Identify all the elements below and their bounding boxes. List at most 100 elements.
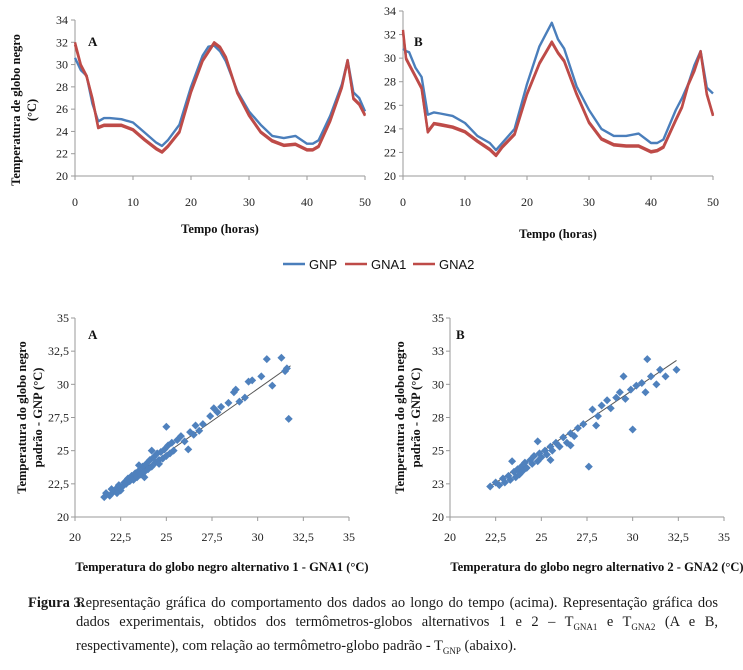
- x-tick-label: 20: [521, 195, 533, 209]
- data-point: [262, 355, 271, 364]
- y-tick-label: 33: [432, 344, 444, 358]
- y-tick-label: 26: [384, 98, 396, 112]
- data-point: [213, 408, 222, 417]
- x-tick-label: 22,5: [485, 530, 506, 544]
- legend-label-gna2: GNA2: [439, 257, 474, 272]
- x-tick-label: 20: [185, 195, 197, 209]
- data-point: [155, 459, 164, 468]
- data-point: [189, 430, 198, 439]
- data-point: [206, 412, 215, 421]
- data-point: [257, 372, 266, 381]
- data-point: [500, 478, 509, 487]
- data-point: [486, 482, 495, 491]
- data-point: [195, 426, 204, 435]
- x-tick-label: 30: [583, 195, 595, 209]
- y-tick-label: 35: [57, 311, 69, 325]
- x-tick-label: 40: [301, 195, 313, 209]
- series-line-gna1: [401, 29, 715, 156]
- y-axis-label-line1: Temperatura de globo negro: [9, 34, 23, 186]
- data-point: [546, 455, 555, 464]
- caption-sub1: GNA1: [573, 621, 598, 632]
- data-point: [672, 365, 681, 374]
- y-tick-label: 34: [384, 4, 396, 18]
- y-tick-label: 20: [432, 510, 444, 524]
- data-point: [603, 396, 612, 405]
- series-line-gna2: [73, 42, 367, 154]
- data-point: [643, 355, 652, 364]
- data-point: [615, 388, 624, 397]
- x-tick-label: 50: [359, 195, 371, 209]
- panel-label: B: [456, 327, 465, 342]
- x-tick-label: 30: [243, 195, 255, 209]
- data-point: [248, 376, 257, 385]
- x-tick-label: 20: [444, 530, 456, 544]
- data-point: [570, 432, 579, 441]
- x-tick-label: 0: [400, 195, 406, 209]
- data-point: [176, 432, 185, 441]
- data-point: [224, 398, 233, 407]
- x-tick-label: 22,5: [110, 530, 131, 544]
- x-axis-label: Temperatura do globo negro alternativo 1…: [75, 560, 368, 574]
- y-axis-label-line1: Temperatura do globo negro: [15, 341, 29, 493]
- data-point: [217, 402, 226, 411]
- y-axis-label: Temperatura do globo negro padrão - GNP (…: [15, 341, 45, 493]
- y-axis-label-line2: padrão - GNP (°C): [409, 368, 423, 468]
- data-point: [592, 421, 601, 430]
- y-tick-label: 20: [56, 169, 68, 183]
- series-line-gnp: [402, 21, 714, 152]
- data-point: [198, 420, 207, 429]
- x-tick-label: 27,5: [577, 530, 598, 544]
- x-tick-label: 27,5: [202, 530, 223, 544]
- data-point: [533, 437, 542, 446]
- y-tick-label: 24: [56, 124, 68, 138]
- data-point: [646, 372, 655, 381]
- data-point: [548, 446, 557, 455]
- y-tick-label: 30: [384, 51, 396, 65]
- data-point: [579, 420, 588, 429]
- data-point: [284, 414, 293, 423]
- data-point: [522, 463, 531, 472]
- y-tick-label: 22,5: [48, 477, 69, 491]
- data-point: [508, 457, 517, 466]
- data-point: [566, 441, 575, 450]
- y-tick-label: 27,5: [48, 411, 69, 425]
- caption-label: Figura 3.: [28, 595, 85, 611]
- data-point: [628, 425, 637, 434]
- x-axis-label: Temperatura do globo negro alternativo 2…: [450, 560, 743, 574]
- data-point: [652, 380, 661, 389]
- y-tick-label: 25: [57, 444, 69, 458]
- chart-legend: GNP GNA1 GNA2: [283, 257, 474, 272]
- data-point: [555, 442, 564, 451]
- y-axis-label-line2: (°C): [25, 99, 39, 121]
- data-point: [559, 433, 568, 442]
- data-point: [528, 459, 537, 468]
- y-tick-label: 23: [432, 477, 444, 491]
- x-tick-label: 10: [459, 195, 471, 209]
- legend-label-gnp: GNP: [309, 257, 337, 272]
- y-tick-label: 26: [56, 102, 68, 116]
- x-tick-label: 30: [252, 530, 264, 544]
- y-axis-label: Temperatura do globo negro padrão - GNP (…: [393, 341, 423, 493]
- data-point: [641, 388, 650, 397]
- y-tick-label: 20: [384, 169, 396, 183]
- data-point: [231, 385, 240, 394]
- y-axis-label-line1: Temperatura do globo negro: [393, 341, 407, 493]
- y-tick-label: 28: [56, 80, 68, 94]
- line-chart-A: 20 22 24 26 28 30 32 34 0 10 20 30 40 50 A Tempo (horas…: [9, 13, 371, 236]
- data-point: [530, 451, 539, 460]
- data-point: [180, 437, 189, 446]
- data-point: [240, 393, 249, 402]
- data-point: [140, 473, 149, 482]
- data-point: [619, 372, 628, 381]
- y-tick-label: 22: [56, 147, 68, 161]
- data-point: [606, 404, 615, 413]
- x-tick-label: 32,5: [668, 530, 689, 544]
- y-tick-label: 32: [384, 28, 396, 42]
- x-tick-label: 35: [343, 530, 355, 544]
- panel-label: A: [88, 327, 98, 342]
- figure-canvas: 20 22 24 26 28 30 32 34 0 10 20 30 40 50 A Tempo (horas…: [9, 4, 743, 574]
- data-point: [584, 462, 593, 471]
- series-line-gnp: [73, 44, 367, 148]
- data-point: [656, 365, 665, 374]
